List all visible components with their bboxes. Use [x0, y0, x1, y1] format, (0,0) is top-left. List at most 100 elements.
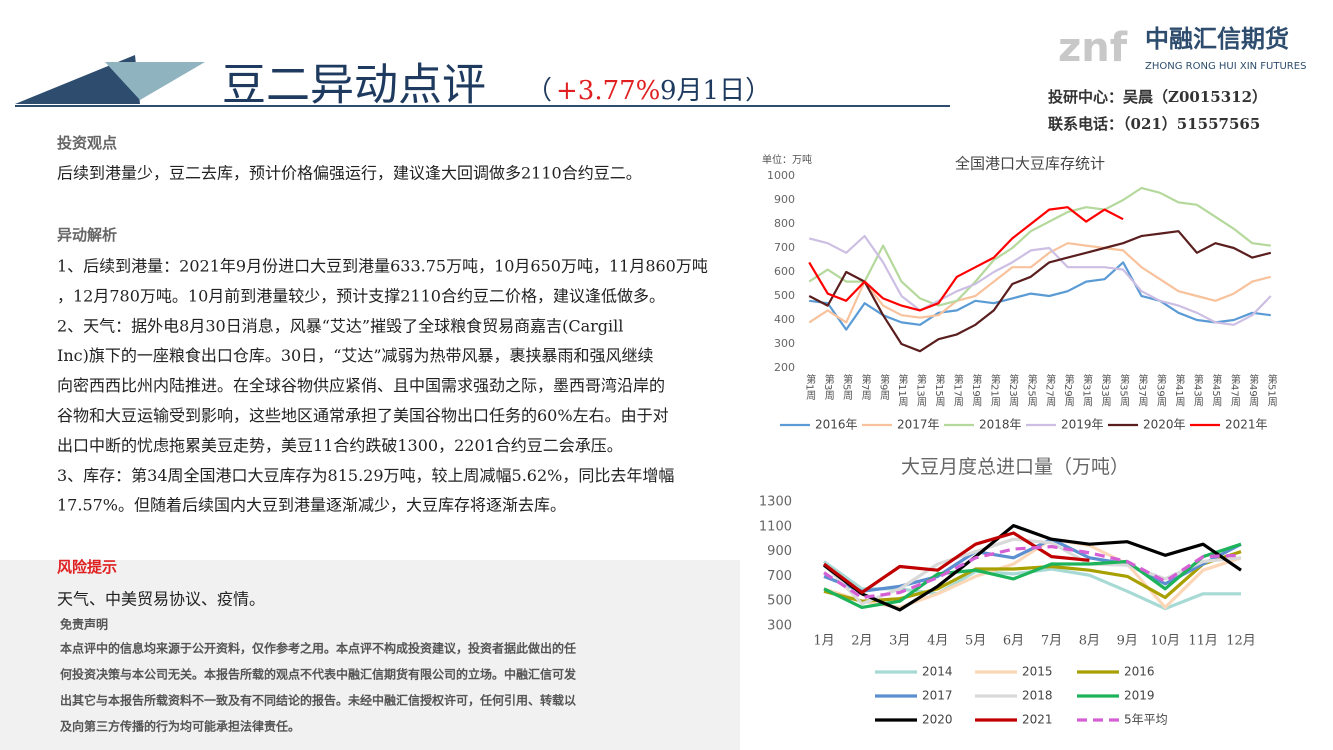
x-tick-label: 1月	[813, 634, 834, 649]
y-tick-label: 600	[774, 265, 795, 278]
x-tick-label: 10月	[1150, 634, 1180, 649]
header-triangle	[15, 55, 140, 104]
x-tick-label: 第29周	[1062, 373, 1074, 408]
paragraph: 天气、中美贸易协议、疫情。	[57, 590, 265, 609]
skyline-shade	[0, 560, 740, 750]
legend-label: 2019	[1124, 689, 1155, 703]
paragraph: 后续到港量少，豆二去库，预计价格偏强运行，建议逢大回调做多2110合约豆二。	[57, 164, 642, 183]
x-tick-label: 第21周	[988, 373, 1000, 408]
y-tick-label: 700	[774, 241, 795, 254]
x-tick-label: 第41周	[1173, 373, 1185, 408]
x-tick-label: 第47周	[1228, 373, 1240, 408]
x-tick-label: 4月	[927, 634, 948, 649]
contact: 联系电话：（021）51557565	[1048, 115, 1260, 133]
x-tick-label: 2月	[851, 634, 872, 649]
title: 豆二异动点评	[222, 60, 486, 111]
y-tick-label: 500	[767, 594, 792, 609]
y-tick-label: 300	[774, 337, 795, 350]
x-tick-label: 第23周	[1007, 373, 1019, 408]
title-date: 9月1日）	[660, 76, 771, 106]
series-line	[823, 531, 1090, 595]
paragraph-line: 出口中断的忧虑拖累美豆走势，美豆11合约跌破1300，2201合约豆二会承压。	[57, 436, 623, 455]
series-line	[823, 542, 1242, 609]
header-shape	[105, 62, 205, 100]
legend-label: 2019年	[1061, 418, 1104, 432]
series-line	[823, 524, 1242, 612]
x-tick-label: 第37周	[1136, 373, 1148, 408]
logo-mark: znf	[1058, 25, 1128, 71]
legend-label: 5年平均	[1124, 713, 1168, 727]
series-line	[808, 234, 1272, 326]
x-tick-label: 第3周	[822, 373, 834, 401]
legend-label: 2016年	[815, 418, 858, 432]
x-tick-label: 3月	[889, 634, 910, 649]
x-tick-label: 第5周	[841, 373, 853, 401]
contact: 投研中心：吴晨（Z0015312）	[1048, 88, 1267, 106]
legend-label: 2018年	[979, 418, 1022, 432]
series-line	[823, 550, 1242, 603]
legend-label: 2020	[922, 713, 953, 727]
series-line	[809, 261, 1271, 331]
title-change: +3.77%	[556, 76, 660, 106]
paragraph-line: ，12月780万吨。10月前到港量较少，预计支撑2110合约豆二价格，建议逢低做…	[57, 286, 665, 305]
section-heading: 风险提示	[57, 558, 117, 576]
x-tick-label: 第39周	[1155, 373, 1167, 408]
y-tick-label: 900	[774, 193, 795, 206]
disclaimer-line: 何投资决策与本公司无关。本报告所载的观点不代表中融汇信期货有限公司的立场。中融汇…	[60, 667, 577, 682]
paragraph-line: 2、天气：据外电8月30日消息，风暴“艾达”摧毁了全球粮食贸易商嘉吉(Cargi…	[57, 316, 623, 335]
section-heading: 投资观点	[57, 134, 117, 152]
paragraph-line: Inc)旗下的一座粮食出口仓库。30日，“艾达”减弱为热带风暴，裹挟暴雨和强风继…	[57, 346, 654, 365]
y-tick-label: 700	[767, 569, 792, 584]
x-tick-label: 第31周	[1081, 373, 1093, 408]
x-tick-label: 第25周	[1025, 373, 1037, 408]
x-tick-label: 第51周	[1265, 373, 1277, 408]
y-tick-label: 1000	[767, 169, 795, 182]
legend-label: 2021年	[1225, 418, 1268, 432]
disclaimer-line: 出其它与本报告所载资料不一致及有不同结论的报告。未经中融汇信授权许可，任何引用、…	[60, 693, 576, 708]
series-line	[808, 206, 1124, 312]
legend-label: 2018	[1022, 689, 1053, 703]
legend-label: 2014	[922, 665, 953, 679]
x-tick-label: 7月	[1041, 634, 1062, 649]
disclaimer-line: 本点评中的信息均来源于公开资料，仅作参考之用。本点评不构成投资建议，投资者据此做…	[60, 641, 576, 656]
x-tick-label: 第9周	[878, 373, 890, 401]
x-tick-label: 第1周	[804, 373, 816, 401]
chart-title: 全国港口大豆库存统计	[955, 155, 1105, 173]
legend-label: 2016	[1124, 665, 1155, 679]
title-paren: （	[526, 76, 552, 106]
x-tick-label: 5月	[965, 634, 986, 649]
x-tick-label: 第45周	[1210, 373, 1222, 408]
logo-en: ZHONG RONG HUI XIN FUTURES	[1145, 61, 1306, 72]
x-tick-label: 12月	[1226, 634, 1256, 649]
x-tick-label: 第13周	[915, 373, 927, 408]
x-tick-label: 第17周	[951, 373, 963, 408]
y-tick-label: 200	[774, 361, 795, 374]
paragraph-line: 3、库存：第34周全国港口大豆库存为815.29万吨，较上周减幅5.62%，同比…	[57, 466, 674, 485]
x-tick-label: 第49周	[1247, 373, 1259, 408]
series-line	[808, 242, 1272, 324]
x-tick-label: 第11周	[896, 373, 908, 408]
x-tick-label: 6月	[1003, 634, 1024, 649]
legend-label: 2017	[922, 689, 953, 703]
y-tick-label: 1100	[759, 519, 792, 534]
x-tick-label: 第35周	[1118, 373, 1130, 408]
paragraph-line: 向密西西比州内陆推进。在全球谷物供应紧俏、且中国需求强劲之际，墨西哥湾沿岸的	[57, 376, 665, 395]
y-tick-label: 500	[774, 289, 795, 302]
chart-title: 大豆月度总进口量（万吨）	[901, 456, 1129, 478]
legend-label: 2015	[1022, 665, 1053, 679]
x-tick-label: 第7周	[859, 373, 871, 401]
y-tick-label: 900	[767, 544, 792, 559]
legend-label: 2017年	[897, 418, 940, 432]
y-tick-label: 400	[774, 313, 795, 326]
x-tick-label: 第43周	[1191, 373, 1203, 408]
paragraph-line: 谷物和大豆运输受到影响，这些地区通常承担了美国谷物出口任务的60%左右。由于对	[57, 406, 669, 425]
x-tick-label: 第33周	[1099, 373, 1111, 408]
paragraph-line: 17.57%。但随着后续国内大豆到港量逐渐减少，大豆库存将逐渐去库。	[57, 496, 566, 515]
series-line	[823, 545, 1242, 600]
disclaimer-heading: 免责声明	[60, 617, 108, 632]
y-tick-label: 800	[774, 217, 795, 230]
section-heading: 异动解析	[57, 226, 117, 244]
disclaimer-line: 及向第三方传播的行为均可能承担法律责任。	[60, 719, 300, 734]
x-tick-label: 第27周	[1044, 373, 1056, 408]
